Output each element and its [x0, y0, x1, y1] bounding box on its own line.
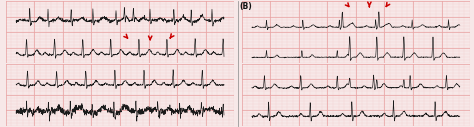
- Text: (A): (A): [6, 43, 18, 52]
- Text: (B): (B): [239, 2, 252, 11]
